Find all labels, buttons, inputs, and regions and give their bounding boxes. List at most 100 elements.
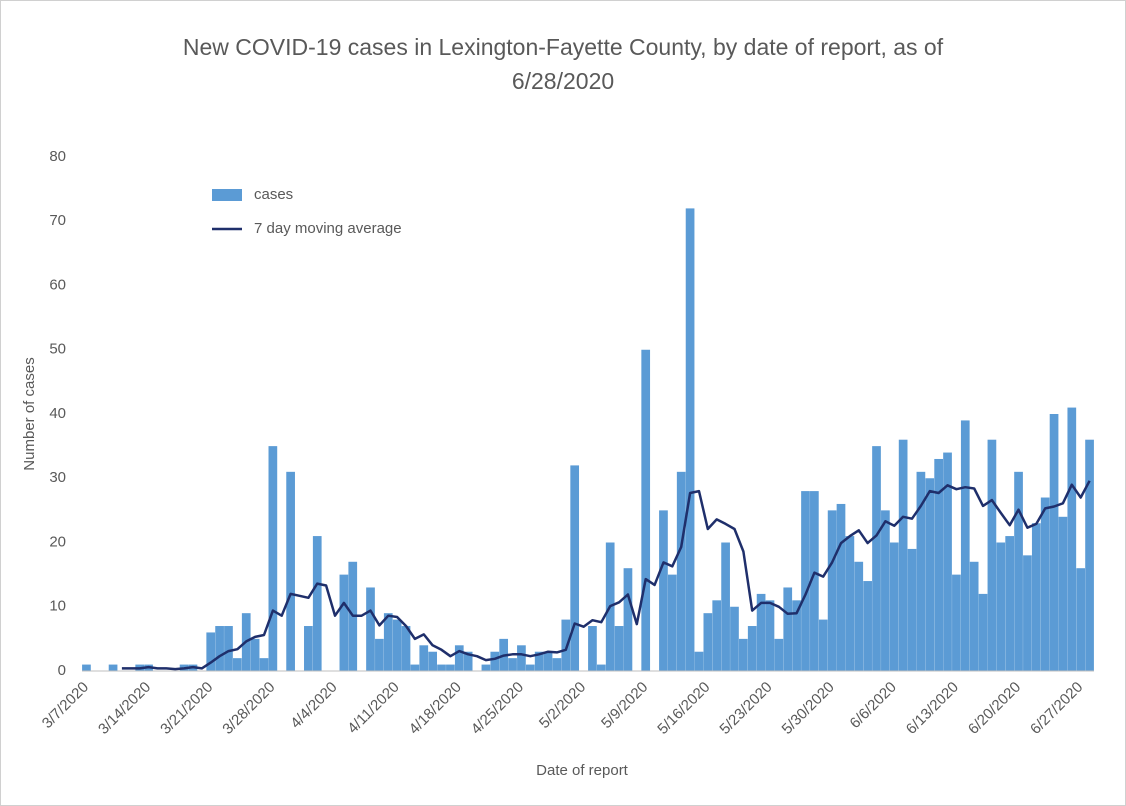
bar bbox=[623, 568, 633, 671]
x-tick-label: 6/20/2020 bbox=[965, 679, 1024, 738]
y-axis-title: Number of cases bbox=[21, 357, 38, 470]
bar bbox=[108, 664, 118, 671]
y-tick-label: 30 bbox=[49, 469, 66, 486]
bar bbox=[765, 600, 775, 671]
bar bbox=[588, 626, 597, 671]
bar bbox=[730, 606, 739, 671]
bar bbox=[1058, 516, 1068, 671]
bar bbox=[1014, 471, 1023, 671]
bar bbox=[1040, 497, 1050, 671]
x-tick-label: 5/30/2020 bbox=[779, 679, 838, 738]
bar bbox=[747, 626, 757, 671]
bar bbox=[943, 452, 952, 671]
bar bbox=[304, 626, 313, 671]
x-tick-label: 4/25/2020 bbox=[468, 679, 527, 738]
bar bbox=[312, 536, 322, 671]
y-tick-label: 0 bbox=[58, 662, 66, 679]
bar bbox=[1076, 568, 1086, 671]
x-tick-label: 5/16/2020 bbox=[654, 679, 713, 738]
bar bbox=[969, 561, 979, 671]
bar bbox=[641, 349, 651, 671]
bar bbox=[889, 542, 899, 671]
bar bbox=[703, 613, 713, 671]
bar bbox=[490, 651, 500, 671]
bar bbox=[685, 208, 695, 671]
y-tick-label: 10 bbox=[49, 598, 66, 615]
bar bbox=[1031, 523, 1041, 671]
bar bbox=[659, 510, 668, 671]
bar bbox=[960, 420, 970, 671]
bar bbox=[1067, 407, 1077, 671]
bar bbox=[827, 510, 837, 671]
bar bbox=[987, 439, 997, 671]
bar bbox=[259, 658, 269, 671]
bar bbox=[774, 638, 784, 671]
bar bbox=[596, 664, 606, 671]
y-tick-label: 40 bbox=[49, 405, 66, 422]
bar bbox=[863, 581, 872, 671]
bar bbox=[801, 491, 810, 671]
bar bbox=[375, 638, 384, 671]
bar bbox=[907, 548, 917, 671]
x-tick-label: 6/13/2020 bbox=[903, 679, 962, 738]
bar bbox=[552, 658, 562, 671]
bar bbox=[1023, 555, 1032, 671]
bar bbox=[694, 651, 704, 671]
bar bbox=[446, 664, 455, 671]
bar bbox=[534, 651, 544, 671]
bar bbox=[366, 587, 375, 671]
bar bbox=[614, 626, 624, 671]
bar bbox=[881, 510, 890, 671]
bar bbox=[712, 600, 722, 671]
chart-title: New COVID-19 cases in Lexington-Fayette … bbox=[182, 34, 944, 94]
bar bbox=[268, 446, 278, 671]
bar bbox=[898, 439, 908, 671]
bar bbox=[383, 613, 393, 671]
bar bbox=[481, 664, 491, 671]
bar bbox=[392, 619, 402, 671]
x-tick-label: 5/9/2020 bbox=[598, 679, 651, 732]
bar bbox=[667, 574, 677, 671]
bar bbox=[419, 645, 429, 671]
bar bbox=[721, 542, 730, 671]
bar bbox=[508, 658, 517, 671]
bar bbox=[561, 619, 571, 671]
bar bbox=[872, 446, 881, 671]
bar bbox=[978, 593, 988, 671]
bar bbox=[517, 645, 526, 671]
bar bbox=[82, 664, 91, 671]
bar bbox=[454, 645, 464, 671]
x-tick-label: 4/4/2020 bbox=[287, 679, 340, 732]
bar bbox=[925, 478, 935, 671]
bar bbox=[792, 600, 801, 671]
bar bbox=[934, 458, 943, 671]
y-tick-label: 50 bbox=[49, 341, 66, 358]
bar bbox=[250, 638, 260, 671]
bar bbox=[286, 471, 295, 671]
x-tick-label: 4/18/2020 bbox=[406, 679, 465, 738]
bar bbox=[543, 651, 553, 671]
legend-swatch bbox=[212, 189, 242, 201]
bar bbox=[437, 664, 446, 671]
bar bbox=[845, 536, 855, 671]
bar bbox=[1085, 439, 1094, 671]
x-tick-label: 6/6/2020 bbox=[847, 679, 900, 732]
legend-label: 7 day moving average bbox=[254, 220, 402, 237]
bar bbox=[224, 626, 233, 671]
x-tick-label: 3/28/2020 bbox=[219, 679, 278, 738]
x-axis-title: Date of report bbox=[536, 762, 629, 779]
y-tick-label: 20 bbox=[49, 533, 66, 550]
bar bbox=[339, 574, 349, 671]
legend-label: cases bbox=[254, 186, 293, 203]
bar bbox=[1005, 536, 1015, 671]
bar bbox=[756, 593, 766, 671]
bar bbox=[810, 491, 819, 671]
y-tick-label: 70 bbox=[49, 212, 66, 229]
line bbox=[121, 480, 1091, 671]
bar bbox=[739, 638, 748, 671]
x-tick-label: 3/7/2020 bbox=[39, 679, 92, 732]
bar bbox=[570, 465, 580, 671]
x-tick-label: 3/21/2020 bbox=[157, 679, 216, 738]
bar bbox=[410, 664, 420, 671]
